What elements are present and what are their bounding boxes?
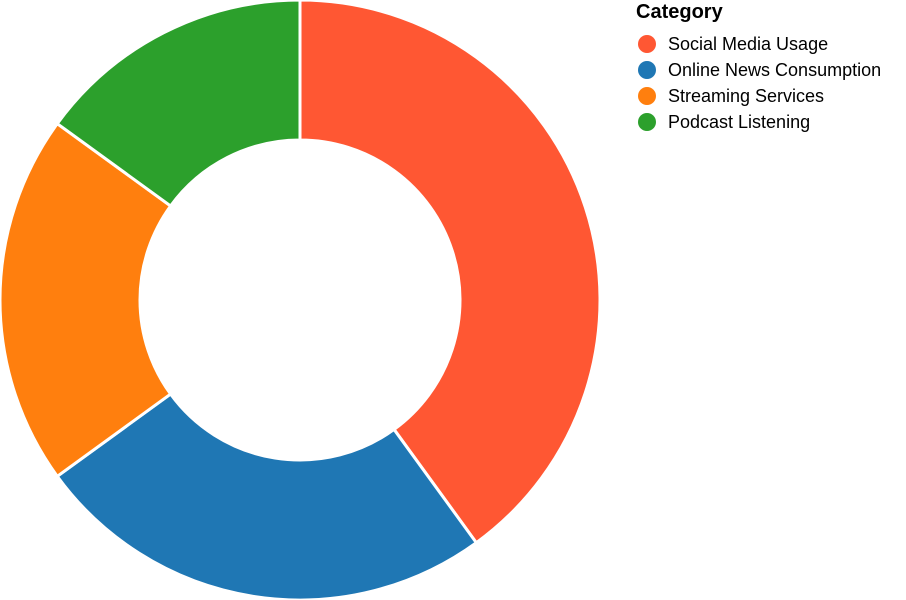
legend-label: Online News Consumption [668, 60, 881, 80]
slice-podcast-listening[interactable] [55, 0, 302, 208]
slice-social-media-usage[interactable] [298, 0, 602, 545]
legend-swatch [638, 61, 656, 79]
legend-swatch [638, 113, 656, 131]
donut-slices [0, 0, 602, 600]
legend-item[interactable]: Podcast Listening [638, 112, 810, 132]
legend-label: Streaming Services [668, 86, 824, 106]
legend-swatch [638, 87, 656, 105]
legend-swatch [638, 35, 656, 53]
legend-items: Social Media Usage Online News Consumptio… [638, 34, 881, 132]
legend: Category Social Media Usage Online News C… [636, 1, 881, 132]
legend-title: Category [636, 1, 724, 23]
legend-label: Podcast Listening [668, 112, 810, 132]
slice-streaming-services[interactable] [0, 122, 173, 478]
legend-item[interactable]: Social Media Usage [638, 34, 828, 54]
legend-item[interactable]: Streaming Services [638, 86, 824, 106]
slice-online-news-consumption[interactable] [55, 392, 478, 600]
legend-item[interactable]: Online News Consumption [638, 60, 881, 80]
legend-label: Social Media Usage [668, 34, 828, 54]
